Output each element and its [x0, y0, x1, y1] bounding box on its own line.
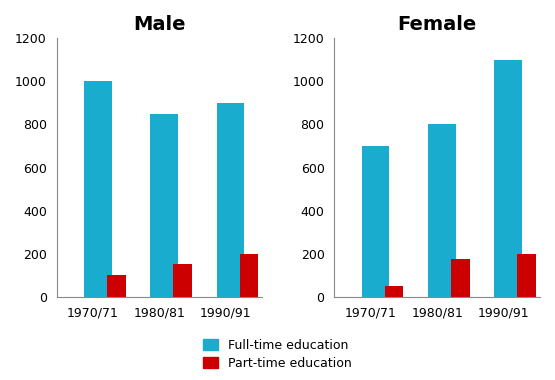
Title: Male: Male [133, 15, 186, 34]
Title: Female: Female [397, 15, 477, 34]
Bar [451, 259, 470, 297]
Bar [84, 81, 112, 297]
Bar [385, 286, 403, 297]
Bar [494, 60, 522, 297]
Bar [361, 146, 390, 297]
Bar [428, 124, 456, 297]
Bar [150, 114, 178, 297]
Bar [107, 275, 125, 297]
Bar [240, 253, 258, 297]
Legend: Full-time education, Part-time education: Full-time education, Part-time education [199, 335, 356, 374]
Bar [173, 264, 192, 297]
Bar [517, 253, 536, 297]
Bar [216, 103, 244, 297]
